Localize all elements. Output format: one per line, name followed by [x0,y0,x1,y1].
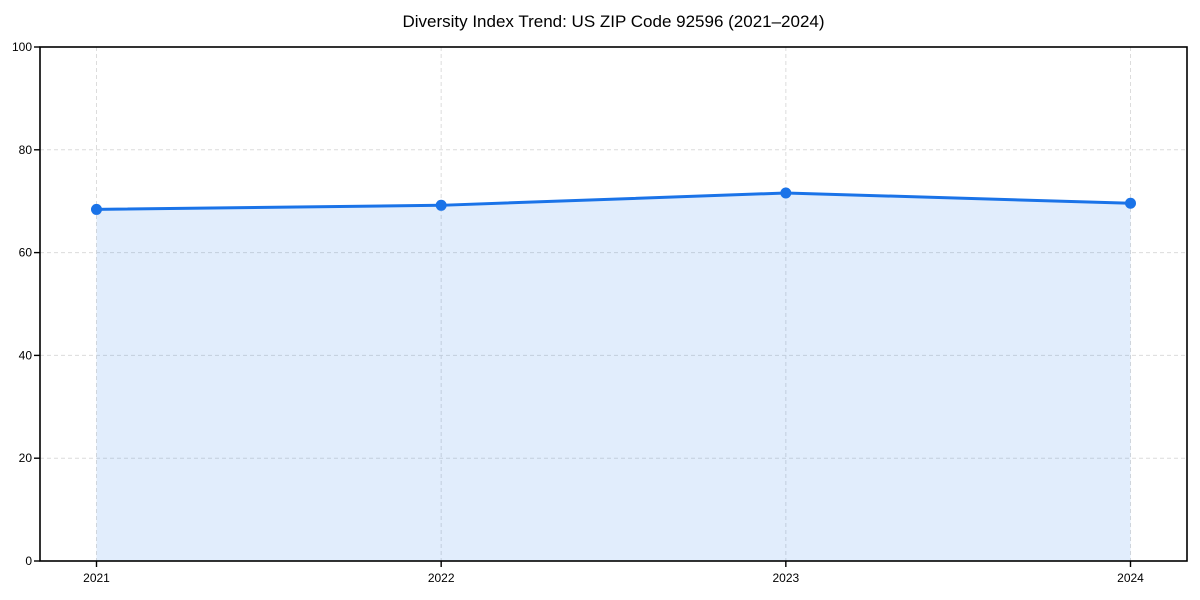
x-tick-label: 2023 [772,571,799,585]
y-tick-label: 60 [19,246,33,260]
x-tick-label: 2022 [428,571,455,585]
plot-border [39,46,1188,562]
data-point [91,203,102,215]
x-tick-label: 2024 [1117,571,1144,585]
y-tick-label: 80 [19,143,33,157]
trend-line [95,191,1132,211]
data-point [435,199,447,211]
chart-title: Diversity Index Trend: US ZIP Code 92596… [402,12,825,31]
data-point [780,187,792,199]
x-tick-label: 2021 [83,571,110,585]
y-tick-label: 20 [19,451,33,465]
data-point [1125,197,1136,209]
y-tick-label: 0 [25,554,32,568]
area-fill [96,192,1131,561]
y-tick-label: 100 [12,40,32,54]
y-tick-label: 40 [19,348,33,362]
